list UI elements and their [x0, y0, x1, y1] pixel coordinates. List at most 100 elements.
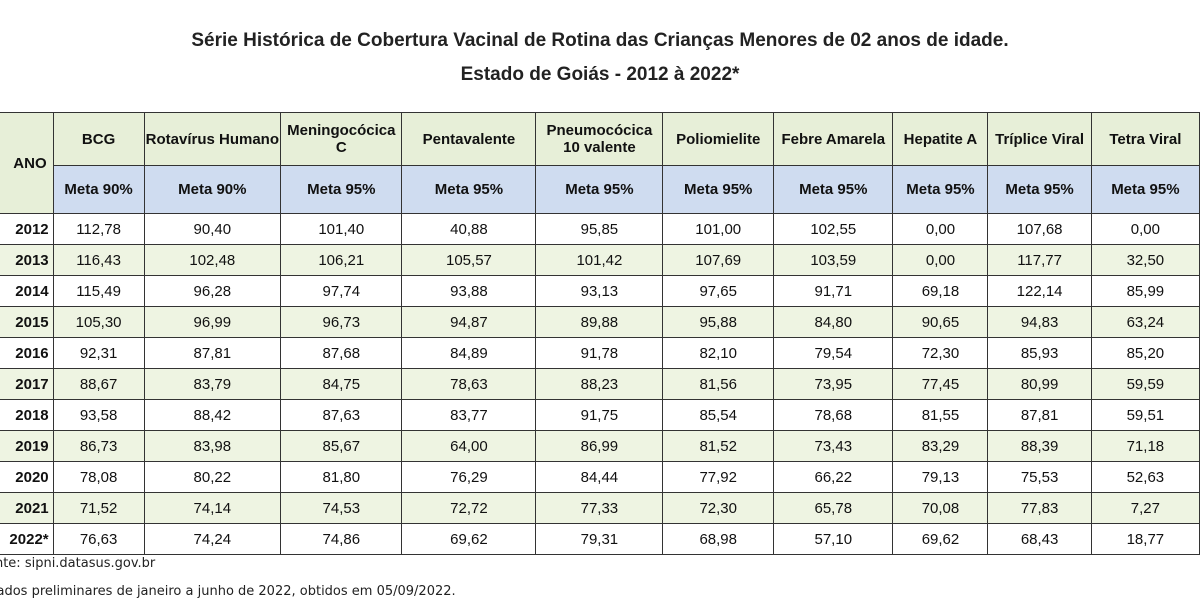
value-cell: 79,13: [892, 461, 989, 493]
value-cell: 85,99: [1090, 275, 1200, 307]
year-cell: 2015: [0, 306, 54, 338]
column-header: Meningocócica C: [280, 112, 403, 166]
meta-row: Meta 90% Meta 90% Meta 95% Meta 95% Meta…: [0, 165, 1200, 214]
value-cell: 105,57: [401, 244, 537, 276]
value-cell: 69,18: [892, 275, 989, 307]
value-cell: 107,68: [987, 213, 1092, 245]
value-cell: 83,77: [401, 399, 537, 431]
table-row: 2015 105,30 96,99 96,73 94,87 89,88 95,88 84,80…: [0, 306, 1200, 338]
page-subtitle: Estado de Goiás - 2012 à 2022*: [460, 64, 740, 85]
table-row: 2021 71,52 74,14 74,53 72,72 77,33 72,30 65,78 7…: [0, 492, 1200, 524]
value-cell: 87,63: [280, 399, 403, 431]
value-cell: 85,67: [280, 430, 403, 462]
meta-cell: Meta 95%: [535, 165, 664, 214]
value-cell: 107,69: [662, 244, 775, 276]
value-cell: 95,88: [662, 306, 775, 338]
value-cell: 86,73: [52, 430, 145, 462]
table-row: 2012 112,78 90,40 101,40 40,88 95,85 101,00 102…: [0, 213, 1200, 245]
value-cell: 91,78: [535, 337, 664, 369]
column-header: Tetra Viral: [1090, 112, 1200, 166]
year-cell: 2017: [0, 368, 54, 400]
column-header: Pentavalente: [401, 112, 537, 166]
value-cell: 76,29: [401, 461, 537, 493]
value-cell: 71,52: [52, 492, 145, 524]
value-cell: 18,77: [1090, 523, 1200, 555]
value-cell: 74,14: [143, 492, 282, 524]
value-cell: 116,43: [52, 244, 145, 276]
value-cell: 96,73: [280, 306, 403, 338]
year-cell: 2020: [0, 461, 54, 493]
year-cell: 2022*: [0, 523, 54, 555]
table-row: 2020 78,08 80,22 81,80 76,29 84,44 77,92 66,22 7…: [0, 461, 1200, 493]
value-cell: 115,49: [52, 275, 145, 307]
vaccine-coverage-table: ANO BCG Rotavírus Humano Meningocócica C…: [0, 112, 1200, 555]
column-header: BCG: [52, 112, 145, 166]
table-body: 2012 112,78 90,40 101,40 40,88 95,85 101,00 102…: [0, 213, 1200, 555]
header-row: ANO BCG Rotavírus Humano Meningocócica C…: [0, 112, 1200, 214]
value-cell: 102,48: [143, 244, 282, 276]
value-cell: 89,88: [535, 306, 664, 338]
value-cell: 69,62: [892, 523, 989, 555]
value-cell: 65,78: [773, 492, 894, 524]
value-cell: 87,81: [143, 337, 282, 369]
value-cell: 40,88: [401, 213, 537, 245]
value-cell: 80,99: [987, 368, 1092, 400]
value-cell: 78,08: [52, 461, 145, 493]
column-header: Pneumocócica 10 valente: [535, 112, 664, 166]
value-cell: 103,59: [773, 244, 894, 276]
value-cell: 117,77: [987, 244, 1092, 276]
value-cell: 74,53: [280, 492, 403, 524]
value-cell: 88,23: [535, 368, 664, 400]
value-cell: 97,65: [662, 275, 775, 307]
value-cell: 95,85: [535, 213, 664, 245]
value-cell: 77,45: [892, 368, 989, 400]
value-cell: 96,28: [143, 275, 282, 307]
value-cell: 81,56: [662, 368, 775, 400]
value-cell: 78,63: [401, 368, 537, 400]
value-cell: 72,72: [401, 492, 537, 524]
table-row: 2014 115,49 96,28 97,74 93,88 93,13 97,65 91,71…: [0, 275, 1200, 307]
value-cell: 81,52: [662, 430, 775, 462]
value-cell: 91,71: [773, 275, 894, 307]
vaccine-coverage-table-container: ANO BCG Rotavírus Humano Meningocócica C…: [0, 112, 1200, 555]
table-row: 2022* 76,63 74,24 74,86 69,62 79,31 68,98 57,10…: [0, 523, 1200, 555]
value-cell: 76,63: [52, 523, 145, 555]
value-cell: 77,92: [662, 461, 775, 493]
year-cell: 2012: [0, 213, 54, 245]
value-cell: 78,68: [773, 399, 894, 431]
value-cell: 87,68: [280, 337, 403, 369]
value-cell: 52,63: [1090, 461, 1200, 493]
value-cell: 84,80: [773, 306, 894, 338]
year-cell: 2021: [0, 492, 54, 524]
value-cell: 68,98: [662, 523, 775, 555]
value-cell: 80,22: [143, 461, 282, 493]
source-note: Fonte: sipni.datasus.gov.br: [0, 556, 156, 571]
value-cell: 93,58: [52, 399, 145, 431]
value-cell: 91,75: [535, 399, 664, 431]
value-cell: 94,83: [987, 306, 1092, 338]
value-cell: 64,00: [401, 430, 537, 462]
year-cell: 2018: [0, 399, 54, 431]
value-cell: 68,43: [987, 523, 1092, 555]
value-cell: 70,08: [892, 492, 989, 524]
value-cell: 79,31: [535, 523, 664, 555]
value-cell: 102,55: [773, 213, 894, 245]
year-cell: 2016: [0, 337, 54, 369]
value-cell: 72,30: [892, 337, 989, 369]
value-cell: 84,89: [401, 337, 537, 369]
value-cell: 57,10: [773, 523, 894, 555]
page-title: Série Histórica de Cobertura Vacinal de …: [191, 30, 1009, 51]
table-row: 2017 88,67 83,79 84,75 78,63 88,23 81,56 73,95 7…: [0, 368, 1200, 400]
value-cell: 82,10: [662, 337, 775, 369]
column-header: Hepatite A: [892, 112, 989, 166]
value-cell: 71,18: [1090, 430, 1200, 462]
table-row: 2013 116,43 102,48 106,21 105,57 101,42 107,69…: [0, 244, 1200, 276]
column-header: Poliomielite: [662, 112, 775, 166]
value-cell: 72,30: [662, 492, 775, 524]
meta-cell: Meta 95%: [892, 165, 989, 214]
value-cell: 84,75: [280, 368, 403, 400]
value-cell: 69,62: [401, 523, 537, 555]
meta-cell: Meta 95%: [1090, 165, 1200, 214]
value-cell: 84,44: [535, 461, 664, 493]
value-cell: 85,93: [987, 337, 1092, 369]
